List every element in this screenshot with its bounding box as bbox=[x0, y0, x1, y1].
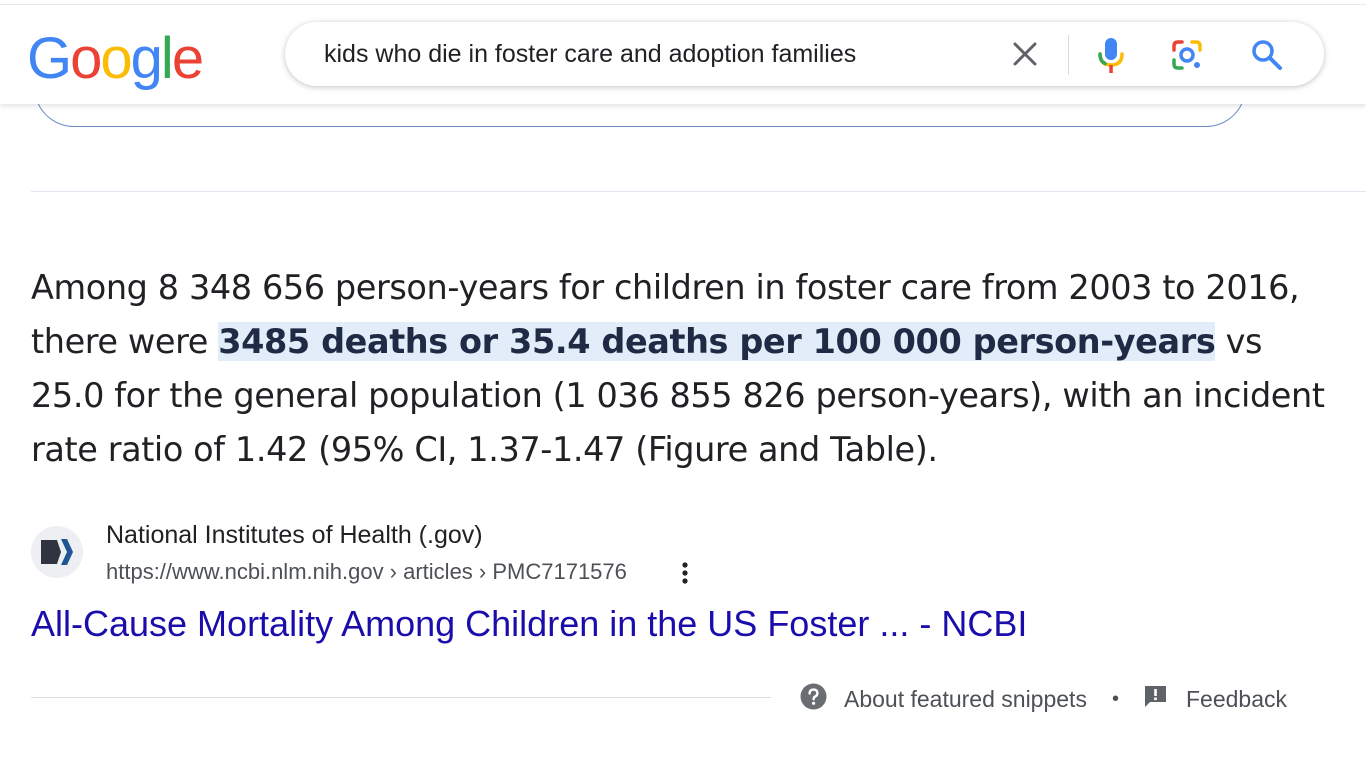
logo-letter: o bbox=[70, 26, 102, 91]
help-icon bbox=[800, 683, 827, 715]
snippet-highlight: 3485 deaths or 35.4 deaths per 100 000 p… bbox=[218, 322, 1216, 361]
snippet-text-after: vs 25.0 for the general population (1 03… bbox=[31, 322, 1325, 469]
about-snippets-label: About featured snippets bbox=[844, 685, 1087, 712]
section-divider bbox=[31, 191, 1366, 192]
logo-letter: g bbox=[130, 26, 163, 91]
feedback-link[interactable]: Feedback bbox=[1143, 684, 1287, 714]
top-divider bbox=[0, 4, 1366, 5]
search-divider bbox=[1068, 35, 1069, 75]
camera-lens-icon[interactable] bbox=[1170, 38, 1204, 72]
mic-icon[interactable] bbox=[1093, 35, 1129, 75]
search-header: Google kids who die in foster care and a… bbox=[0, 0, 1366, 104]
google-logo[interactable]: Google bbox=[27, 26, 204, 92]
result-title-link[interactable]: All-Cause Mortality Among Children in th… bbox=[31, 603, 1028, 644]
logo-letter: e bbox=[171, 26, 204, 91]
more-options-icon[interactable] bbox=[677, 560, 693, 588]
logo-letter: o bbox=[100, 26, 132, 91]
search-box[interactable]: kids who die in foster care and adoption… bbox=[285, 22, 1324, 86]
source-site-name[interactable]: National Institutes of Health (.gov) bbox=[106, 521, 483, 549]
logo-letter: l bbox=[160, 26, 174, 91]
featured-snippet-text: Among 8 348 656 person-years for childre… bbox=[31, 261, 1331, 477]
ncbi-icon[interactable] bbox=[31, 526, 83, 578]
snippet-text-before: Among 8 348 656 person-years for childre… bbox=[31, 268, 1300, 361]
about-snippets-link[interactable]: About featured snippets bbox=[800, 683, 1087, 715]
close-icon[interactable] bbox=[1009, 38, 1041, 70]
feedback-icon bbox=[1143, 684, 1168, 714]
source-url[interactable]: https://www.ncbi.nlm.nih.gov › articles … bbox=[106, 559, 627, 584]
logo-letter: G bbox=[27, 26, 72, 91]
search-input[interactable]: kids who die in foster care and adoption… bbox=[324, 40, 857, 68]
search-icon[interactable] bbox=[1250, 38, 1284, 72]
feedback-label: Feedback bbox=[1186, 685, 1288, 712]
footer-divider bbox=[31, 697, 771, 698]
footer-separator: • bbox=[1112, 688, 1120, 710]
